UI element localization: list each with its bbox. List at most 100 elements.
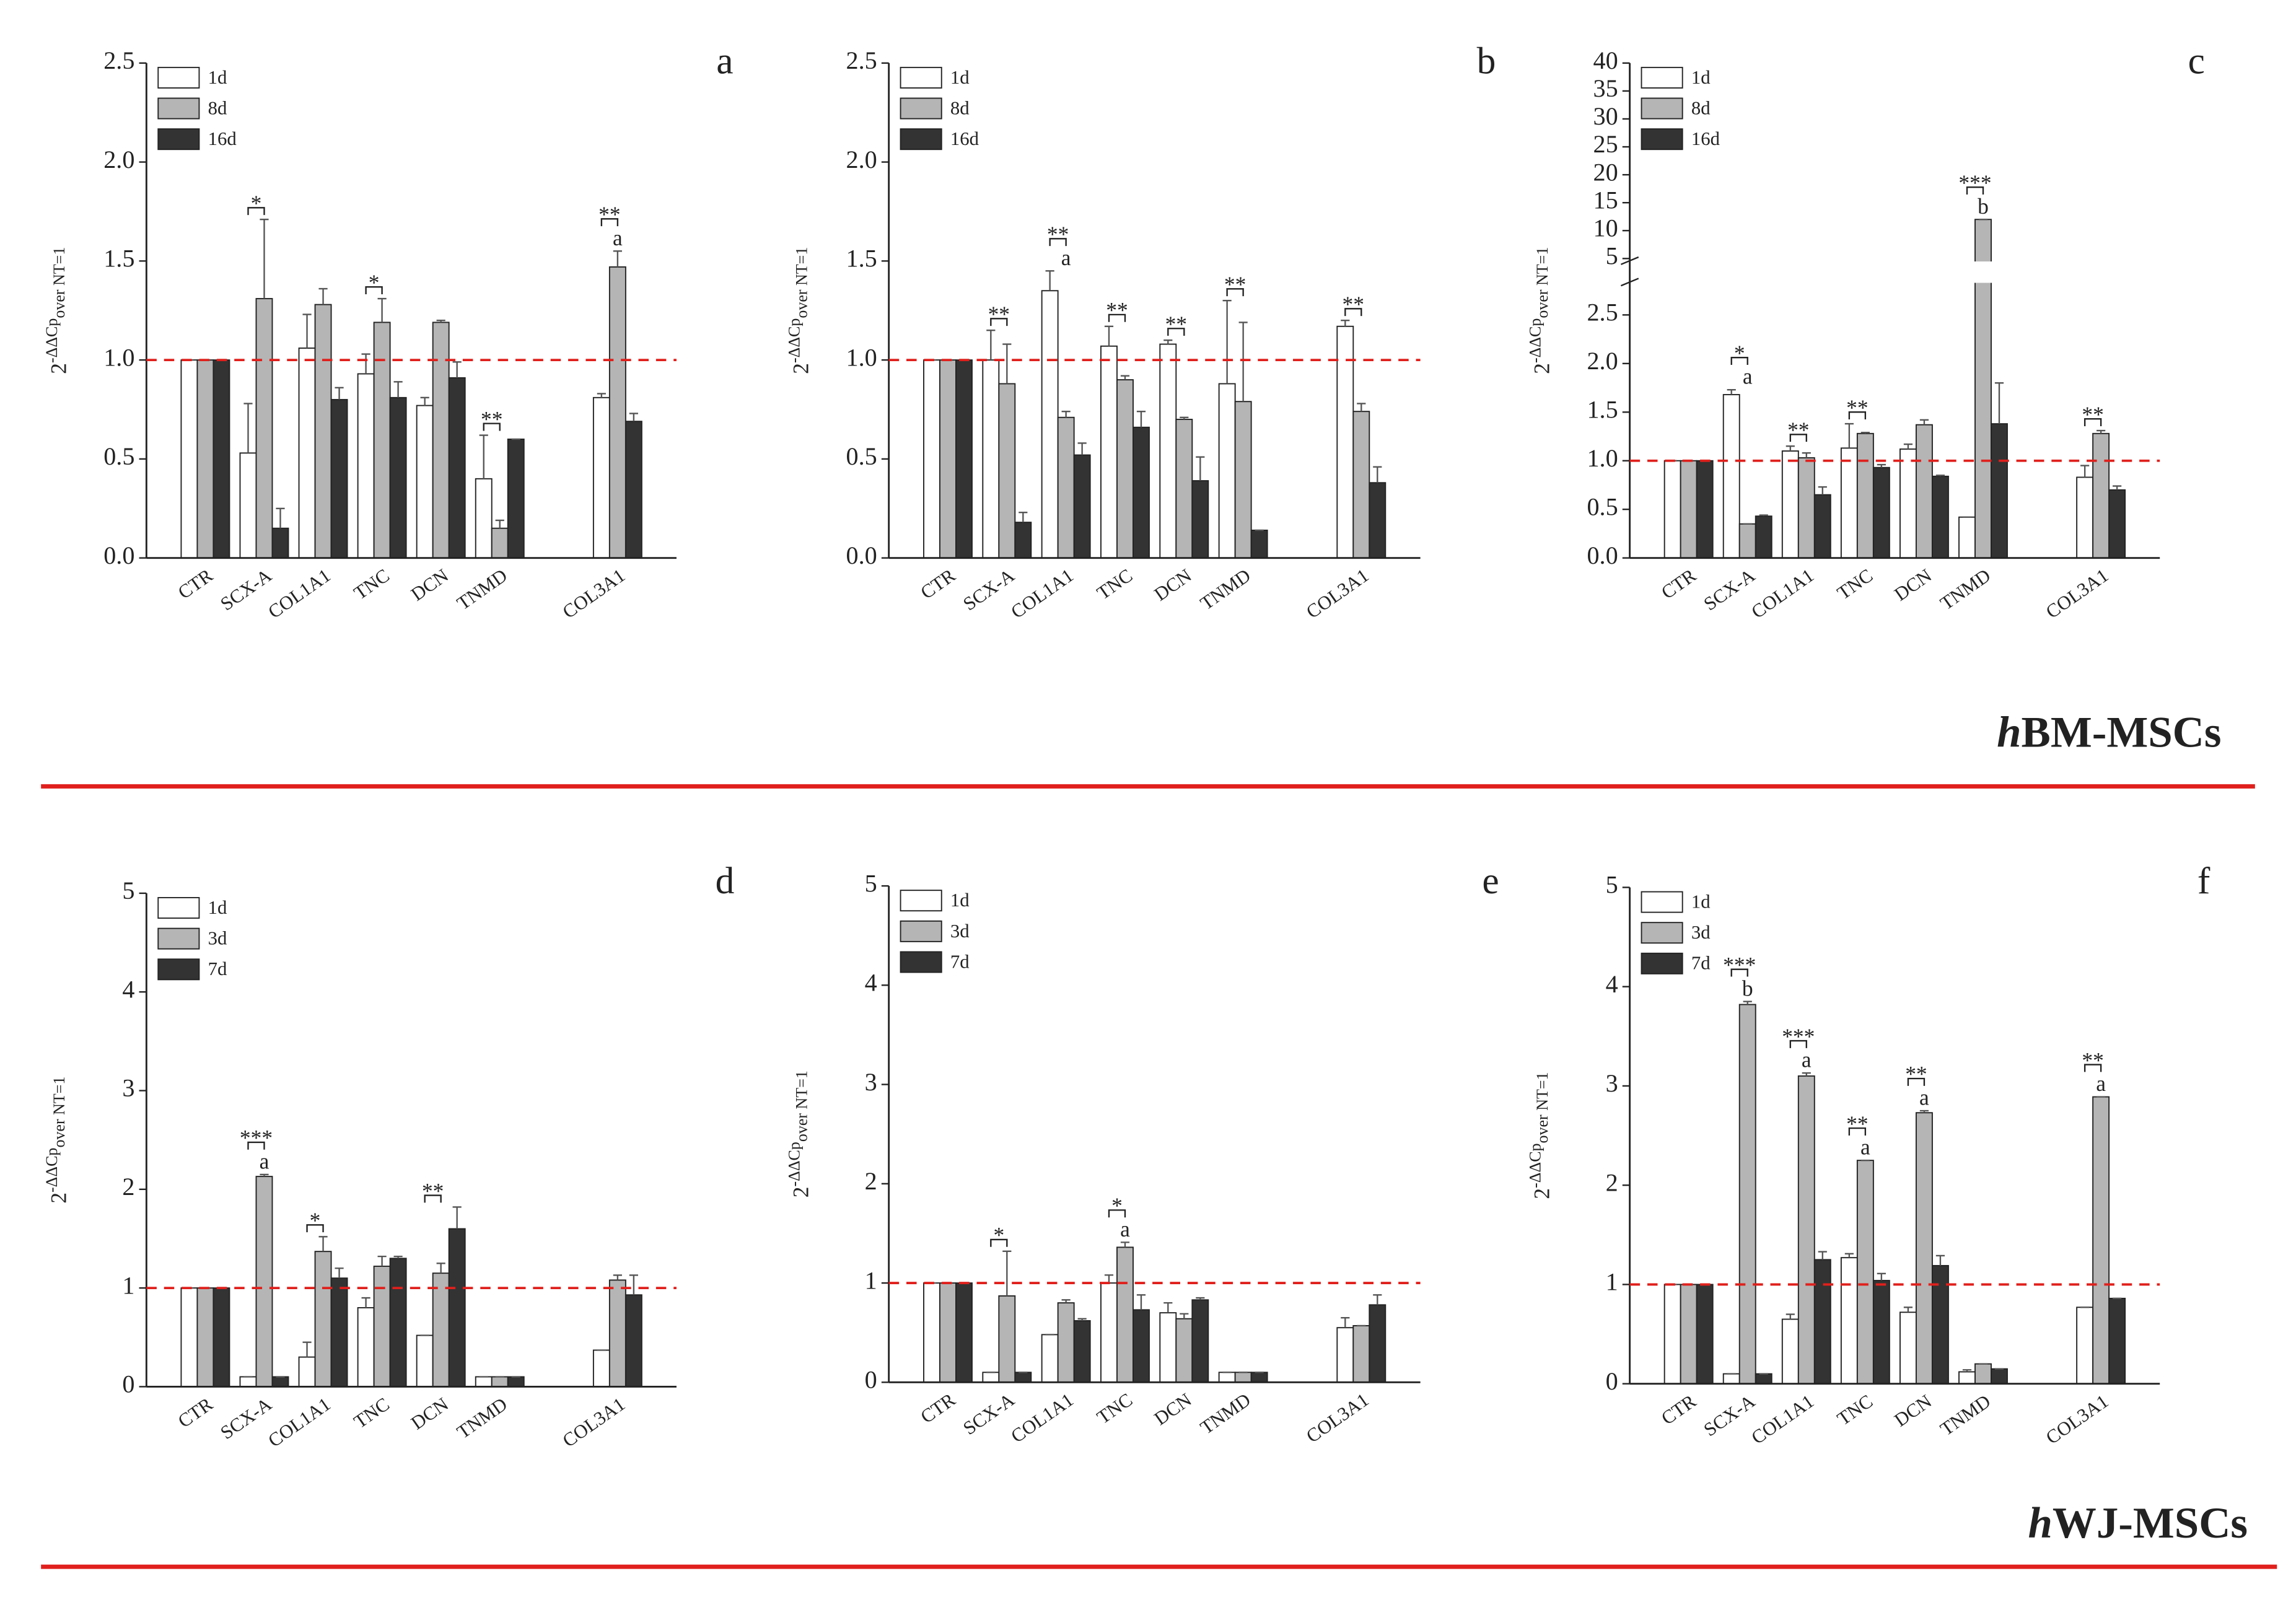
bar: [491, 527, 509, 559]
bar: [180, 1287, 198, 1388]
bar: [416, 1334, 434, 1388]
error-bar: [1962, 1369, 1972, 1372]
bar: [1100, 1282, 1118, 1383]
section-name: BM-MSCs: [2022, 709, 2222, 757]
error-bar: [1222, 300, 1232, 384]
legend-label: 1d: [208, 897, 227, 918]
bar: [1191, 480, 1209, 559]
significance-letter: a: [1860, 1135, 1870, 1160]
error-bar: [1077, 1318, 1087, 1321]
y-tick-label: 1.5: [103, 245, 134, 273]
y-axis-label: 2-ΔΔCpover NT=1: [785, 247, 813, 374]
bar: [373, 1266, 391, 1388]
error-bar: [1163, 1302, 1173, 1313]
legend-label: 7d: [208, 958, 227, 979]
error-bar: [361, 1297, 370, 1308]
bar: [1915, 1112, 1933, 1385]
bar: [271, 527, 289, 559]
bar: [955, 1282, 973, 1383]
bar: [1797, 457, 1815, 559]
significance-letter: a: [613, 225, 623, 250]
bar: [923, 1282, 940, 1383]
legend-label: 16d: [208, 128, 237, 149]
bar: [1073, 454, 1091, 559]
bar: [1175, 419, 1193, 559]
error-bar: [452, 1206, 462, 1229]
error-bar: [2113, 485, 2122, 490]
significance-stars: ***: [1723, 952, 1756, 977]
error-bar: [1163, 339, 1173, 344]
bar: [608, 1279, 626, 1388]
error-bar: [1238, 322, 1248, 402]
error-bar: [1061, 1299, 1071, 1303]
error-bar: [1994, 382, 2004, 424]
y-axis-label: 2-ΔΔCpover NT=1: [43, 247, 71, 374]
bar: [373, 322, 391, 559]
error-bar: [597, 393, 606, 398]
legend-label: 7d: [950, 951, 970, 972]
bar: [2092, 432, 2110, 559]
bar: [1813, 494, 1831, 559]
bar: [1116, 379, 1134, 559]
bar: [1369, 1304, 1387, 1383]
error-bar: [260, 219, 269, 299]
y-tick-label: 5: [865, 869, 877, 897]
significance-stars: **: [1224, 272, 1246, 297]
bar: [1680, 460, 1698, 559]
significance-stars: *: [1734, 341, 1745, 365]
significance-letter: b: [1742, 976, 1753, 1000]
bar: [1100, 345, 1118, 559]
bar: [1014, 1372, 1032, 1383]
significance-bracket: [2083, 1064, 2102, 1072]
error-bar: [436, 320, 445, 323]
bar: [507, 1376, 525, 1388]
legend-label: 3d: [950, 921, 970, 942]
legend-swatch: [157, 128, 200, 151]
y-tick-label: 0.0: [103, 541, 134, 569]
bar: [196, 1287, 214, 1388]
bar: [2108, 489, 2126, 559]
significance-bracket: [2083, 418, 2102, 426]
bar: [357, 1307, 375, 1388]
y-axis-label: 2-ΔΔCpover NT=1: [785, 1070, 813, 1197]
significance-stars: **: [422, 1178, 444, 1203]
significance-stars: **: [1165, 312, 1187, 336]
y-tick-label: 5: [1606, 871, 1618, 899]
y-tick-label: 3: [865, 1068, 877, 1096]
error-bar: [1743, 1000, 1752, 1005]
error-bar: [302, 1341, 312, 1357]
error-bar: [613, 1274, 622, 1280]
significance-letter: a: [1743, 364, 1753, 389]
y-tick-label: 0.5: [1587, 492, 1618, 520]
bar: [1856, 1160, 1874, 1385]
y-tick-label: 35: [1593, 74, 1618, 102]
legend-swatch: [1641, 922, 1683, 944]
bar: [507, 438, 525, 559]
error-bar: [302, 313, 312, 348]
bar: [592, 396, 610, 559]
bar: [213, 359, 230, 559]
y-axis-label: 2-ΔΔCpover NT=1: [1526, 1072, 1554, 1199]
bar: [1057, 1302, 1075, 1383]
significance-bracket: [600, 218, 619, 227]
error-bar: [1786, 445, 1795, 452]
significance-stars: *: [310, 1208, 321, 1233]
y-label-sub: over NT=1: [792, 1070, 810, 1142]
legend-label: 8d: [1691, 97, 1711, 118]
y-tick-label: 0: [1606, 1367, 1618, 1395]
y-tick-label: 40: [1593, 46, 1618, 74]
legend-label: 3d: [1691, 922, 1711, 943]
bar: [982, 359, 1000, 559]
error-bar: [1818, 486, 1827, 495]
significance-stars: **: [481, 406, 502, 431]
legend-label: 8d: [950, 97, 970, 118]
significance-stars: *: [369, 270, 380, 295]
significance-stars: **: [1343, 292, 1364, 317]
significance-bracket: [306, 1224, 324, 1233]
y-tick-label: 2.5: [1587, 299, 1618, 326]
bar: [1797, 1075, 1815, 1385]
error-bar: [1844, 1253, 1854, 1258]
legend-label: 1d: [208, 67, 227, 88]
y-tick-label: 3: [122, 1074, 134, 1102]
significance-letter: a: [1919, 1085, 1929, 1110]
